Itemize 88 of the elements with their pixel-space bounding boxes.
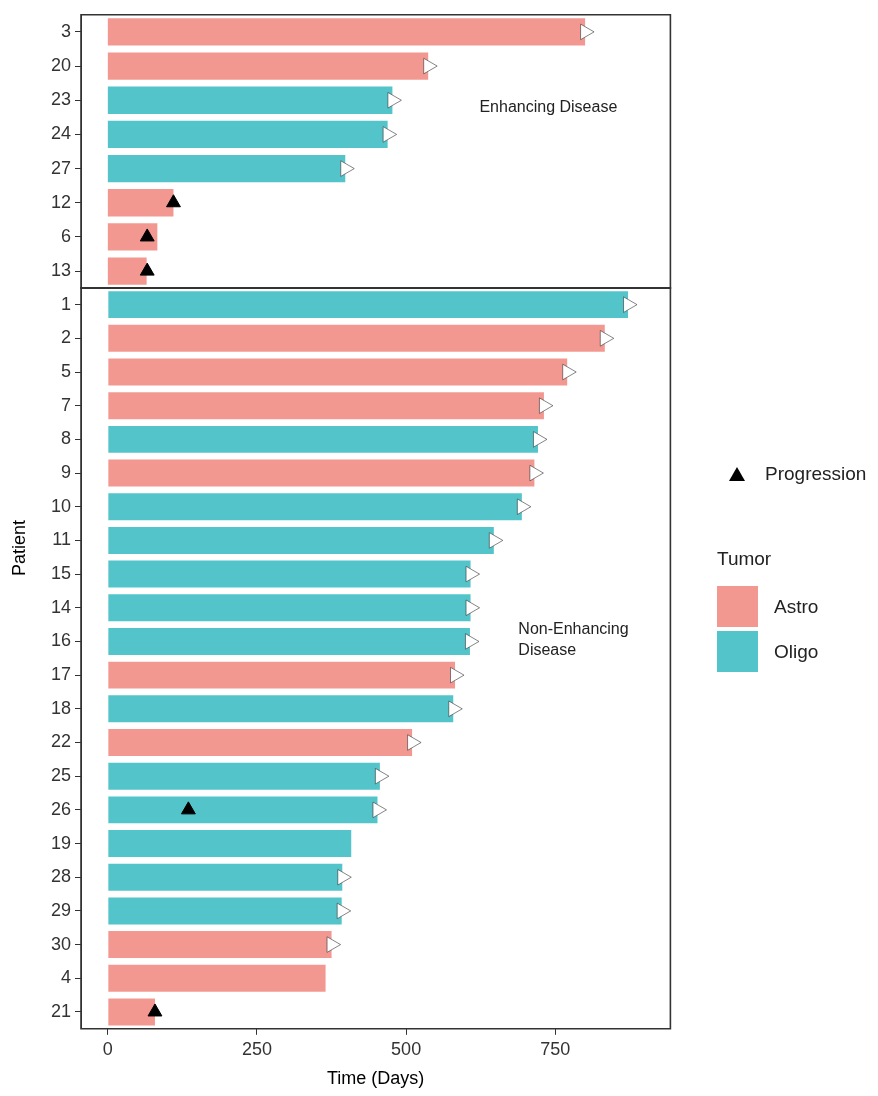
y-tick-label: 11	[52, 529, 71, 550]
y-tick-label: 27	[50, 157, 71, 178]
y-tick-label: 25	[50, 765, 71, 786]
bar	[108, 695, 454, 723]
bar	[108, 863, 343, 891]
x-tick-label: 250	[241, 1038, 273, 1059]
y-tick-label: 28	[50, 866, 71, 887]
y-tick-label: 24	[50, 123, 71, 144]
bar	[108, 729, 413, 756]
bar	[107, 18, 586, 46]
bar	[108, 931, 332, 959]
point	[465, 633, 480, 650]
bar	[108, 459, 535, 487]
x-tick-label: 750	[540, 1038, 571, 1059]
annotation: Non-Enhancing Disease	[518, 619, 629, 658]
bar	[108, 594, 471, 622]
point	[623, 296, 638, 313]
bar	[108, 796, 378, 824]
y-tick-label: 4	[60, 967, 71, 988]
y-tick-label: 22	[50, 731, 71, 752]
bar	[108, 897, 342, 925]
bar	[108, 526, 494, 554]
point	[517, 498, 532, 515]
point	[448, 700, 463, 717]
y-tick-label: 17	[50, 664, 71, 685]
annotation: Enhancing Disease	[479, 97, 618, 115]
y-tick-label: 8	[60, 428, 71, 449]
bar	[107, 120, 388, 149]
point	[465, 599, 480, 616]
bar	[108, 762, 380, 790]
point	[407, 734, 422, 751]
point	[529, 464, 544, 482]
bar	[108, 291, 629, 319]
bar	[108, 560, 471, 588]
bar	[108, 627, 470, 655]
x-tick-label: 0	[102, 1038, 113, 1059]
y-tick-label: 23	[50, 89, 71, 110]
point	[450, 667, 465, 684]
point	[465, 566, 480, 583]
y-tick-label: 10	[50, 495, 71, 516]
bar	[108, 324, 605, 352]
y-tick-label: 29	[50, 899, 71, 920]
point	[375, 768, 390, 785]
legend-label: Oligo	[774, 640, 819, 663]
point	[533, 431, 548, 448]
legend-title: Tumor	[717, 548, 773, 570]
y-tick-label: 16	[50, 630, 71, 651]
x-tick-label: 500	[391, 1038, 422, 1059]
bar	[107, 223, 158, 251]
y-tick-label: 6	[60, 225, 71, 246]
y-tick-label: 1	[60, 293, 71, 314]
bar	[107, 86, 393, 114]
y-tick-label: 21	[50, 1000, 71, 1021]
y-tick-label: 2	[60, 327, 71, 348]
bar	[108, 964, 326, 992]
y-tick-label: 12	[50, 191, 71, 212]
bar	[108, 493, 522, 521]
point	[539, 397, 554, 414]
point	[599, 330, 615, 347]
y-tick-label: 30	[50, 933, 71, 954]
legend-label: Astro	[774, 595, 819, 618]
y-tick-label: 3	[60, 20, 71, 41]
bar	[107, 257, 147, 285]
bar	[108, 830, 352, 858]
bar	[108, 425, 538, 453]
point	[562, 363, 577, 381]
y-tick-label: 26	[50, 798, 71, 819]
y-tick-label: 7	[60, 394, 71, 415]
bar	[107, 154, 346, 183]
point	[489, 532, 504, 549]
y-tick-label: 20	[50, 55, 71, 76]
y-tick-label: 15	[50, 563, 71, 584]
y-tick-label: 5	[60, 360, 71, 381]
bar	[108, 661, 456, 689]
y-axis-title: Patient	[8, 519, 30, 579]
x-axis-title: Time (Days)	[327, 1068, 425, 1089]
bar	[108, 392, 544, 420]
bar	[107, 52, 429, 80]
bar	[108, 358, 568, 386]
y-tick-label: 19	[50, 832, 71, 853]
legend-label: Progression	[765, 463, 867, 485]
point	[372, 801, 387, 818]
bar	[108, 998, 155, 1026]
y-tick-label: 14	[50, 596, 71, 617]
y-tick-label: 13	[50, 260, 71, 281]
bar	[107, 189, 174, 217]
y-tick-label: 18	[50, 697, 71, 718]
y-tick-label: 9	[60, 462, 71, 483]
